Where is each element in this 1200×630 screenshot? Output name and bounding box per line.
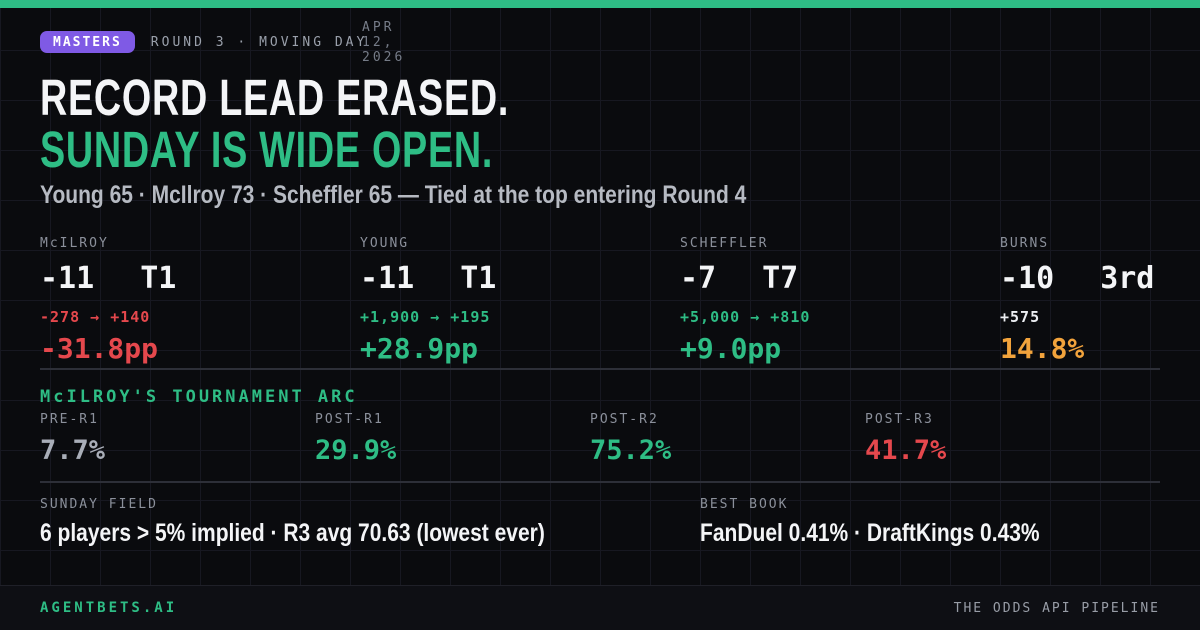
- probability-delta: -31.8pp: [40, 332, 159, 365]
- arc-section-title: McILROY'S TOURNAMENT ARC: [40, 387, 358, 407]
- sunday-field-block: SUNDAY FIELD 6 players > 5% implied · R3…: [40, 497, 641, 548]
- score-row: -7 T7: [680, 261, 1000, 296]
- player-card-young: YOUNG -11 T1 +1,900 → +195 +28.9pp: [360, 236, 680, 365]
- footer-bar: AGENTBETS.AI THE ODDS API PIPELINE: [0, 585, 1200, 630]
- eyebrow-row: MASTERS ROUND 3 · MOVING DAY APR 12, 202…: [40, 20, 402, 65]
- headline-line-1: RECORD LEAD ERASED.: [40, 69, 510, 126]
- date-label: APR 12, 2026: [362, 19, 406, 65]
- arc-point-post-r3: POST-R3 41.7%: [865, 412, 1140, 466]
- sunday-field-label: SUNDAY FIELD: [40, 497, 158, 512]
- pipeline-credit: THE ODDS API PIPELINE: [953, 600, 1160, 616]
- headline-line-2: SUNDAY IS WIDE OPEN.: [40, 121, 494, 178]
- probability-delta: 14.8%: [1000, 332, 1085, 365]
- best-book-value: FanDuel 0.41% · DraftKings 0.43%: [700, 519, 1040, 547]
- player-position: T7: [762, 261, 799, 296]
- odds-movement: +1,900 → +195: [360, 308, 491, 326]
- best-book-label: BEST BOOK: [700, 497, 789, 512]
- arc-label: POST-R1: [315, 412, 384, 427]
- player-card-scheffler: SCHEFFLER -7 T7 +5,000 → +810 +9.0pp: [680, 236, 1000, 365]
- player-name: SCHEFFLER: [680, 236, 769, 251]
- headline: RECORD LEAD ERASED. SUNDAY IS WIDE OPEN.: [40, 72, 674, 176]
- player-position: T1: [460, 261, 497, 296]
- arc-point-post-r1: POST-R1 29.9%: [315, 412, 590, 466]
- section-divider: [40, 368, 1160, 370]
- arc-label: PRE-R1: [40, 412, 99, 427]
- tournament-badge: MASTERS: [40, 31, 135, 53]
- odds-movement: +575: [1000, 308, 1041, 326]
- player-name: McILROY: [40, 236, 109, 251]
- brand-wordmark: AGENTBETS.AI: [40, 600, 178, 616]
- arc-value: 41.7%: [865, 435, 947, 466]
- score-row: -11 T1: [40, 261, 360, 296]
- score-row: -10 3rd: [1000, 261, 1200, 296]
- odds-movement: +5,000 → +810: [680, 308, 811, 326]
- tournament-arc-row: PRE-R1 7.7% POST-R1 29.9% POST-R2 75.2% …: [0, 412, 1200, 466]
- probability-delta: +9.0pp: [680, 332, 782, 365]
- odds-movement: -278 → +140: [40, 308, 151, 326]
- round-label: ROUND 3 · MOVING DAY: [150, 34, 368, 50]
- score-row: -11 T1: [360, 261, 680, 296]
- player-position: 3rd: [1100, 261, 1155, 296]
- arc-label: POST-R2: [590, 412, 659, 427]
- subheadline: Young 65 · McIlroy 73 · Scheffler 65 — T…: [40, 181, 747, 209]
- player-name: YOUNG: [360, 236, 410, 251]
- player-score: -7: [680, 261, 717, 296]
- arc-value: 75.2%: [590, 435, 672, 466]
- player-score: -10: [1000, 261, 1055, 296]
- accent-top-bar: [0, 0, 1200, 8]
- player-card-mcilroy: McILROY -11 T1 -278 → +140 -31.8pp: [40, 236, 360, 365]
- player-card-burns: BURNS -10 3rd +575 14.8%: [1000, 236, 1200, 365]
- arc-point-post-r2: POST-R2 75.2%: [590, 412, 865, 466]
- player-name: BURNS: [1000, 236, 1050, 251]
- section-divider: [40, 481, 1160, 483]
- player-position: T1: [140, 261, 177, 296]
- player-score: -11: [360, 261, 415, 296]
- sunday-field-value: 6 players > 5% implied · R3 avg 70.63 (l…: [40, 519, 545, 547]
- arc-value: 29.9%: [315, 435, 397, 466]
- arc-point-pre-r1: PRE-R1 7.7%: [40, 412, 315, 466]
- probability-delta: +28.9pp: [360, 332, 479, 365]
- player-score: -11: [40, 261, 95, 296]
- best-book-block: BEST BOOK FanDuel 0.41% · DraftKings 0.4…: [700, 497, 1104, 548]
- arc-label: POST-R3: [865, 412, 934, 427]
- player-stats-row: McILROY -11 T1 -278 → +140 -31.8pp YOUNG…: [0, 236, 1200, 365]
- arc-value: 7.7%: [40, 435, 106, 466]
